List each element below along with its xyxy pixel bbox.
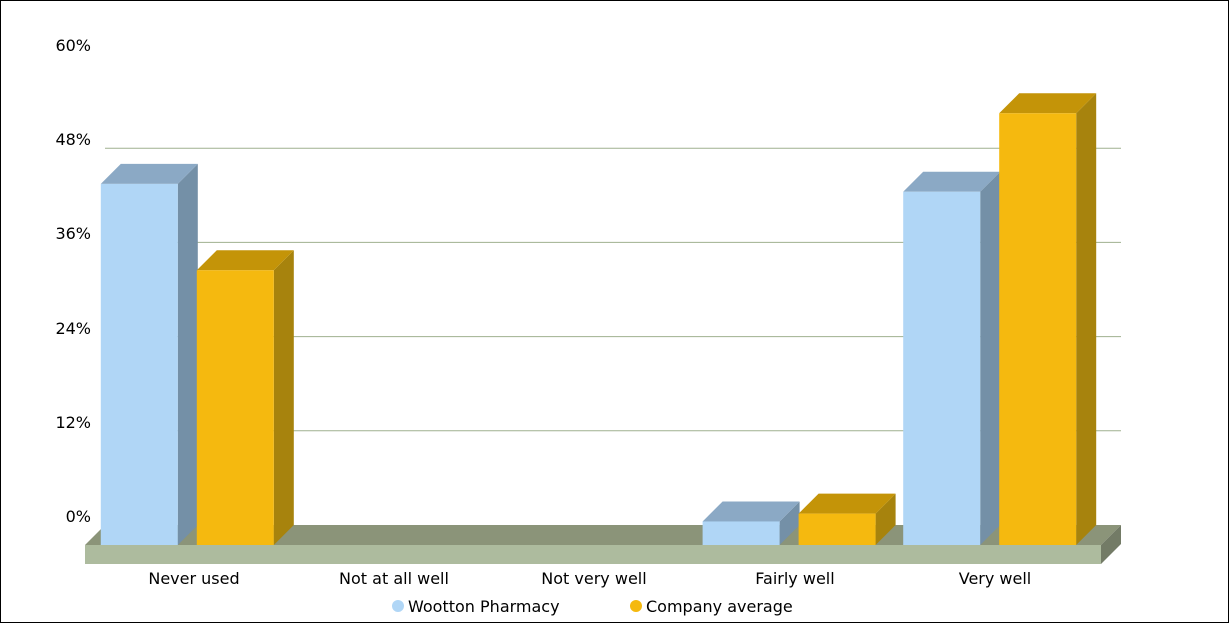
floor-front xyxy=(85,545,1101,564)
bar xyxy=(196,250,294,545)
bar xyxy=(903,171,1001,545)
legend-label-company-average: Company average xyxy=(646,597,793,616)
y-tick-label: 48% xyxy=(55,130,91,149)
bar-side xyxy=(177,163,198,545)
legend-swatch-wootton-pharmacy xyxy=(392,600,404,612)
x-category-label: Very well xyxy=(959,569,1032,588)
bar-front xyxy=(702,521,780,545)
bar-top xyxy=(702,501,800,522)
y-tick-label: 60% xyxy=(55,36,91,55)
x-category-label: Not at all well xyxy=(339,569,449,588)
x-category-label: Fairly well xyxy=(755,569,834,588)
y-axis-ticks: 0% 12% 24% 36% 48% 60% xyxy=(55,36,91,526)
bar-front xyxy=(196,270,274,545)
bar-front xyxy=(798,513,876,545)
bar-side xyxy=(1076,93,1097,545)
bar-side xyxy=(980,171,1001,545)
bar-top xyxy=(196,250,294,271)
bar-top xyxy=(903,171,1001,192)
bar xyxy=(100,163,198,545)
bar-side xyxy=(273,250,294,545)
x-category-label: Not very well xyxy=(541,569,646,588)
bar-top xyxy=(100,163,198,184)
bar-top xyxy=(999,93,1097,114)
legend-swatch-company-average xyxy=(630,600,642,612)
y-tick-label: 36% xyxy=(55,224,91,243)
bars xyxy=(100,93,1097,545)
bar-front xyxy=(999,113,1077,545)
y-tick-label: 0% xyxy=(66,507,91,526)
bar xyxy=(798,493,896,545)
y-tick-label: 24% xyxy=(55,319,91,338)
bar-front xyxy=(100,183,178,545)
legend-label-wootton-pharmacy: Wootton Pharmacy xyxy=(408,597,560,616)
bar-side xyxy=(875,493,896,545)
bar-front xyxy=(903,191,981,545)
legend: Wootton Pharmacy Company average xyxy=(392,597,793,616)
bar-top xyxy=(798,493,896,514)
bar xyxy=(999,93,1097,545)
bar xyxy=(702,501,800,545)
bar-side xyxy=(779,501,800,545)
floor-side xyxy=(1101,525,1121,564)
x-axis-categories: Never used Not at all well Not very well… xyxy=(148,569,1031,588)
y-tick-label: 12% xyxy=(55,413,91,432)
x-category-label: Never used xyxy=(148,569,239,588)
